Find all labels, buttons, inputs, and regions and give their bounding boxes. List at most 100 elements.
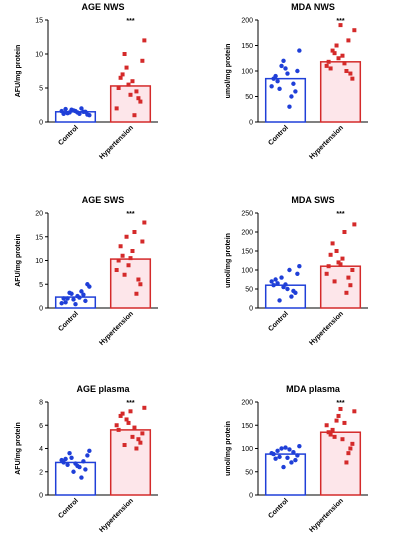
x-tick-label: Hypertension bbox=[308, 124, 345, 161]
data-point bbox=[114, 268, 119, 272]
data-point bbox=[79, 475, 84, 480]
data-point bbox=[326, 430, 331, 435]
data-point bbox=[342, 230, 347, 234]
y-tick-label: 200 bbox=[241, 400, 253, 407]
significance: *** bbox=[336, 18, 344, 25]
significance: *** bbox=[126, 211, 134, 218]
data-point bbox=[85, 112, 90, 117]
data-point bbox=[281, 464, 286, 470]
data-point bbox=[281, 58, 286, 63]
data-point bbox=[134, 89, 139, 94]
bar bbox=[109, 429, 152, 496]
data-point bbox=[116, 86, 121, 90]
data-point bbox=[287, 447, 292, 452]
data-point bbox=[138, 282, 143, 287]
y-tick-label: 0 bbox=[39, 493, 43, 500]
y-tick-label: 150 bbox=[241, 43, 253, 50]
data-point bbox=[124, 65, 129, 70]
y-tick-label: 15 bbox=[35, 234, 43, 241]
y-tick-label: 200 bbox=[241, 18, 253, 25]
data-point bbox=[279, 63, 284, 69]
data-point bbox=[275, 79, 280, 84]
x-tick-label: Hypertension bbox=[98, 124, 135, 161]
data-point bbox=[293, 89, 298, 94]
bar bbox=[319, 431, 362, 496]
y-tick-label: 250 bbox=[241, 211, 253, 218]
data-point bbox=[269, 84, 274, 89]
significance: *** bbox=[336, 211, 344, 218]
data-point bbox=[348, 71, 353, 76]
data-point bbox=[128, 256, 133, 261]
data-point bbox=[142, 38, 147, 43]
y-tick-label: 0 bbox=[39, 306, 43, 313]
data-point bbox=[67, 450, 72, 456]
data-point bbox=[122, 272, 127, 277]
data-point bbox=[297, 264, 302, 269]
data-point bbox=[126, 263, 131, 268]
data-point bbox=[130, 249, 135, 253]
data-point bbox=[285, 71, 290, 76]
data-point bbox=[132, 230, 137, 234]
data-point bbox=[77, 111, 82, 117]
data-point bbox=[63, 300, 68, 305]
data-point bbox=[291, 450, 296, 455]
data-point bbox=[332, 279, 337, 284]
bar bbox=[109, 85, 152, 123]
data-point bbox=[277, 298, 282, 303]
data-point bbox=[340, 53, 345, 58]
y-tick-label: 20 bbox=[35, 211, 43, 218]
data-point bbox=[118, 75, 123, 80]
data-point bbox=[350, 268, 355, 272]
data-point bbox=[130, 79, 135, 84]
y-tick-label: 150 bbox=[241, 249, 253, 256]
data-point bbox=[340, 256, 345, 261]
y-axis-label: umol/mg protein bbox=[225, 233, 232, 288]
y-tick-label: 5 bbox=[39, 282, 43, 289]
y-tick-label: 2 bbox=[39, 469, 43, 476]
data-point bbox=[124, 417, 129, 422]
data-point bbox=[338, 23, 343, 28]
panel-title: AGE SWS bbox=[82, 195, 125, 205]
data-point bbox=[275, 448, 280, 454]
data-point bbox=[126, 420, 131, 425]
bar bbox=[319, 61, 362, 123]
data-point bbox=[65, 462, 70, 467]
data-point bbox=[295, 453, 300, 458]
x-tick-label: Control bbox=[267, 497, 290, 520]
data-point bbox=[350, 76, 355, 81]
panel-title: MDA NWS bbox=[291, 2, 335, 12]
data-point bbox=[332, 434, 337, 439]
data-point bbox=[132, 425, 137, 430]
data-point bbox=[291, 288, 296, 294]
data-point bbox=[342, 420, 347, 425]
data-point bbox=[291, 81, 296, 86]
data-point bbox=[295, 68, 300, 74]
data-point bbox=[350, 441, 355, 446]
data-point bbox=[289, 94, 294, 99]
data-point bbox=[114, 106, 119, 111]
data-point bbox=[330, 241, 335, 246]
data-point bbox=[73, 302, 78, 307]
data-point bbox=[348, 283, 353, 288]
data-point bbox=[138, 99, 143, 104]
data-point bbox=[269, 450, 274, 456]
data-point bbox=[132, 113, 137, 118]
y-axis-label: AFU/mg protein bbox=[15, 45, 22, 98]
data-point bbox=[122, 52, 127, 56]
data-point bbox=[334, 43, 339, 48]
data-point bbox=[71, 469, 76, 474]
data-point bbox=[67, 110, 72, 115]
y-tick-label: 50 bbox=[245, 469, 253, 476]
panel-title: MDA plasma bbox=[286, 384, 341, 394]
data-point bbox=[324, 271, 329, 276]
data-point bbox=[77, 295, 82, 300]
data-point bbox=[352, 409, 357, 414]
bar bbox=[264, 453, 307, 496]
data-point bbox=[130, 434, 135, 439]
y-axis-label: umol/mg protein bbox=[225, 44, 232, 99]
data-point bbox=[289, 294, 294, 299]
data-point bbox=[67, 290, 72, 295]
data-point bbox=[128, 409, 133, 414]
data-point bbox=[83, 467, 88, 472]
data-point bbox=[120, 411, 125, 416]
